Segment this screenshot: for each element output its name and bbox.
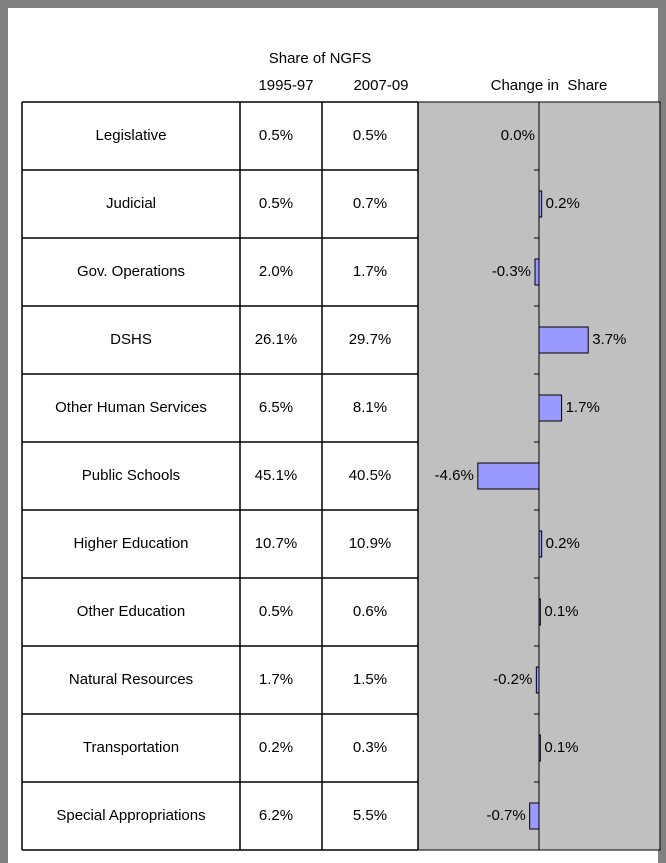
table-cell: 2.0% [259,263,293,280]
table-cell: 0.5% [353,127,387,144]
row-label: Higher Education [73,535,188,552]
chart-title: Change in Share [491,77,608,94]
table-cell: 29.7% [349,331,392,348]
table-cell: 10.7% [255,535,298,552]
value-label: -0.3% [492,263,531,280]
row-label: Natural Resources [69,671,193,688]
bar [538,190,543,218]
table-cell: 1.7% [259,671,293,688]
bar [538,326,589,354]
bar [529,802,540,830]
bar [538,598,541,626]
column-header: 2007-09 [353,77,408,94]
row-label: Special Appropriations [56,807,205,824]
value-label: 0.1% [544,603,578,620]
row-label: DSHS [110,331,152,348]
row-label: Public Schools [82,467,180,484]
table-cell: 10.9% [349,535,392,552]
column-header: 1995-97 [258,77,313,94]
table-cell: 6.5% [259,399,293,416]
value-label: 0.2% [546,195,580,212]
value-label: -0.7% [487,807,526,824]
table-cell: 0.2% [259,739,293,756]
table-cell: 26.1% [255,331,298,348]
table-cell: 45.1% [255,467,298,484]
table-cell: 0.6% [353,603,387,620]
value-label: 0.1% [544,739,578,756]
table-cell: 0.7% [353,195,387,212]
row-label: Other Human Services [55,399,207,416]
group-header: Share of NGFS [269,50,372,67]
table-cell: 8.1% [353,399,387,416]
bar [534,258,540,286]
value-label: 1.7% [566,399,600,416]
bar [538,394,563,422]
table-cell: 6.2% [259,807,293,824]
bar [538,530,543,558]
row-label: Legislative [96,127,167,144]
row-label: Judicial [106,195,156,212]
value-label: 0.2% [546,535,580,552]
value-label: 0.0% [501,127,535,144]
table-cell: 0.5% [259,603,293,620]
table-cell: 0.5% [259,195,293,212]
table-cell: 5.5% [353,807,387,824]
table-cell: 1.7% [353,263,387,280]
row-label: Transportation [83,739,179,756]
table-cell: 0.3% [353,739,387,756]
bar [535,666,540,694]
table-cell: 40.5% [349,467,392,484]
bar [538,734,541,762]
table-cell: 0.5% [259,127,293,144]
row-label: Gov. Operations [77,263,185,280]
value-label: -0.2% [493,671,532,688]
value-label: -4.6% [435,467,474,484]
row-label: Other Education [77,603,185,620]
table-cell: 1.5% [353,671,387,688]
value-label: 3.7% [592,331,626,348]
bar [477,462,540,490]
